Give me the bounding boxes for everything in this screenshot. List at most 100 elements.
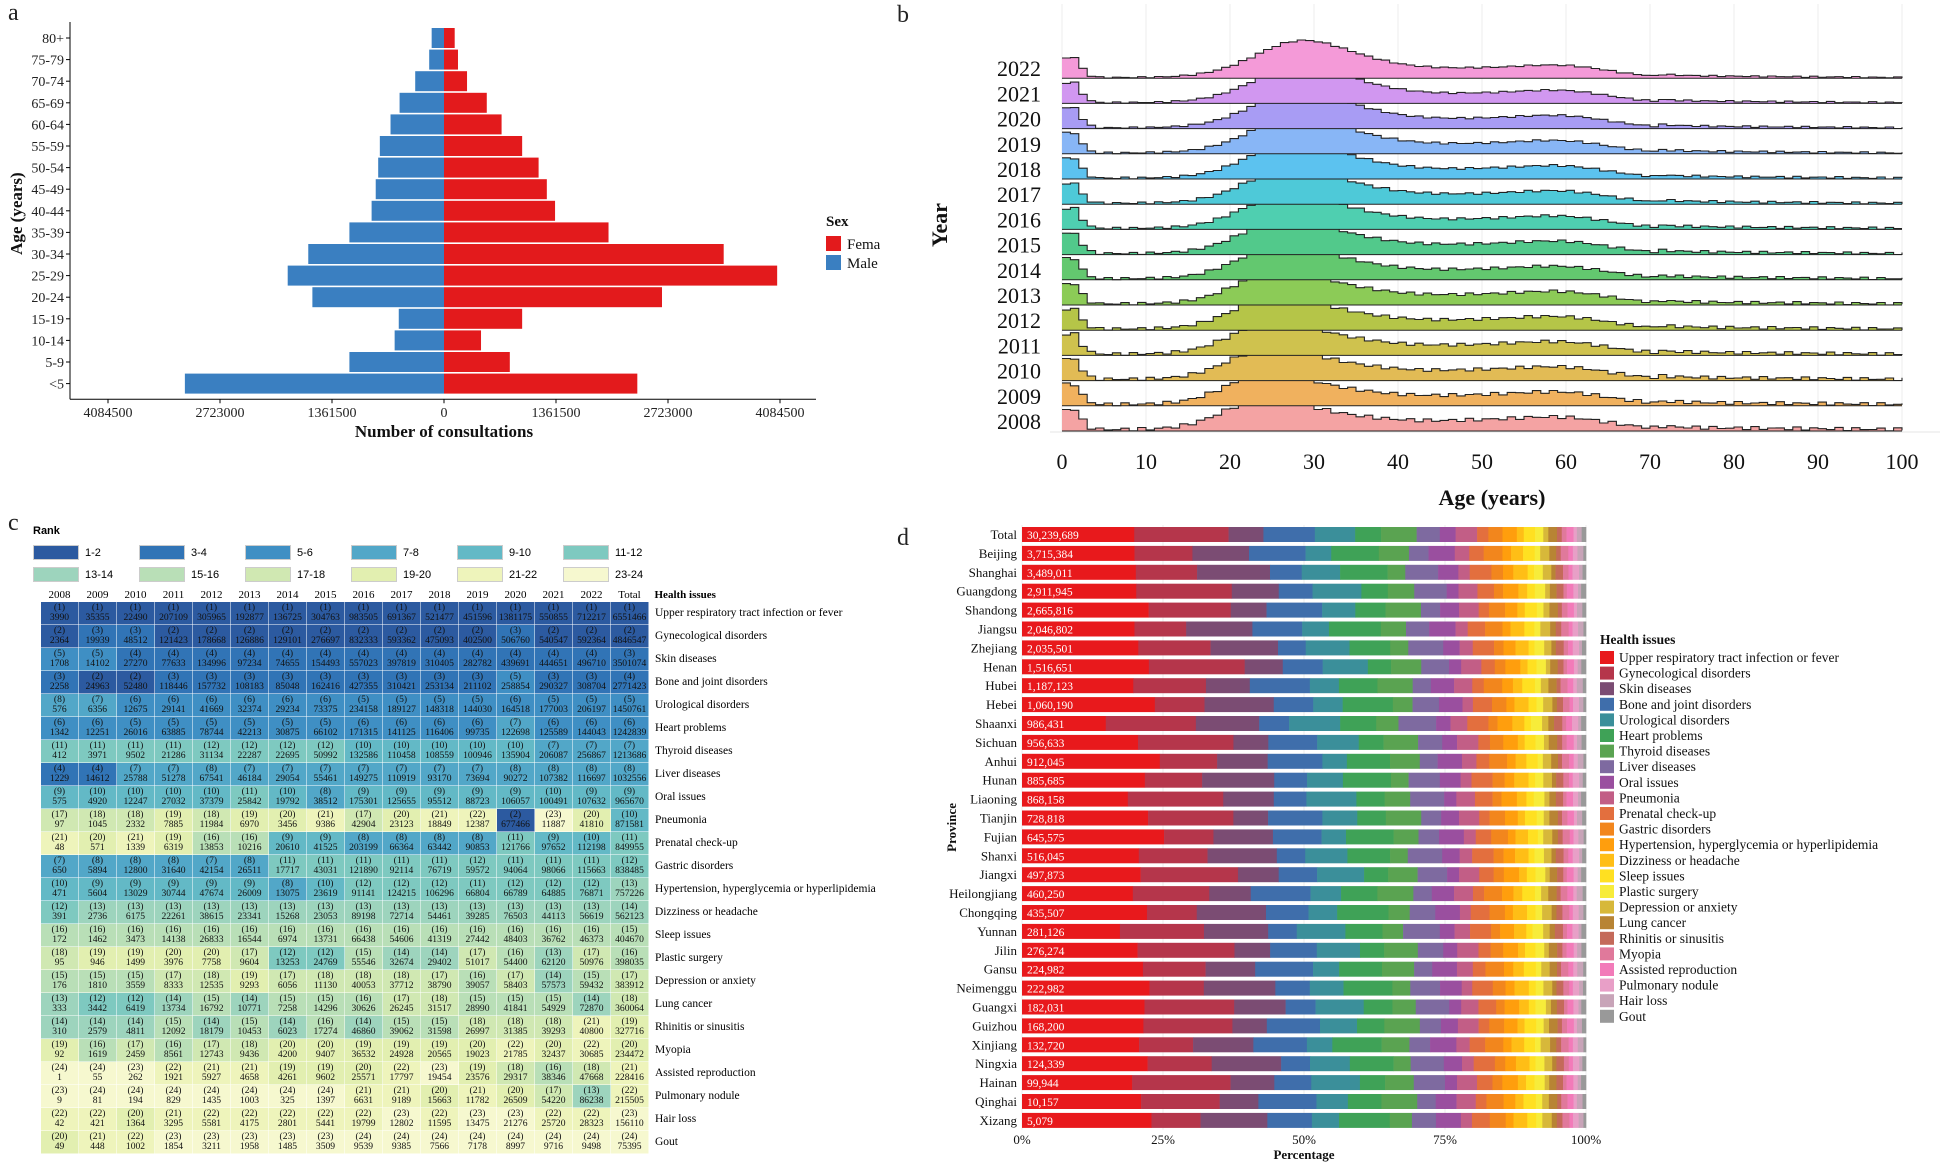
stack-segment-Henan: [1563, 659, 1568, 675]
female-bar-50-54: [444, 157, 539, 178]
heatmap-cell: (8) 31640: [154, 854, 193, 878]
heatmap-cell: (15) 176: [40, 969, 79, 993]
ridge-line-2016: [1062, 193, 1902, 230]
stack-segment-Guangxi: [1567, 999, 1574, 1015]
year-label-2017: 2017: [997, 182, 1041, 207]
heatmap-cell: (7) 29054: [268, 762, 307, 786]
ridge-line-2021: [1062, 64, 1903, 104]
heatmap-cell: (9) 47674: [192, 877, 231, 901]
stack-segment-Shandong: [1385, 602, 1422, 618]
stack-segment-Qinghai: [1258, 1094, 1317, 1109]
heatmap-cell: (24) 1: [40, 1061, 79, 1085]
stack-segment-Guizhou: [1561, 1018, 1568, 1034]
heatmap-cell: (2) 402500: [458, 624, 497, 648]
heatmap-cell: (1) 983505: [344, 601, 383, 625]
stack-segment-Chongqing: [1196, 905, 1267, 920]
stack-segment-Qinghai: [1573, 1094, 1578, 1109]
province-total-label: 3,489,011: [1027, 568, 1073, 580]
stack-segment-Total: [1523, 527, 1536, 542]
heatmap-cell: (19) 327716: [610, 1015, 649, 1039]
stack-segment-Jiangsu: [1406, 621, 1430, 637]
stack-segment-Xizang: [1489, 1112, 1506, 1128]
stack-segment-Gansu: [1205, 961, 1256, 977]
stack-segment-Ningxia: [1443, 1056, 1463, 1072]
heatmap-cell: (15) 41841: [496, 992, 535, 1016]
stack-segment-Total: [1439, 527, 1456, 542]
male-bar-30-34: [308, 244, 444, 264]
heatmap-cell: (24) 75395: [610, 1130, 649, 1154]
stack-segment-Tianjin: [1567, 810, 1575, 826]
heatmap-cell: (23) 3509: [306, 1130, 345, 1154]
heatmap-cell: (2) 475093: [420, 624, 459, 648]
stack-segment-Ningxia: [1393, 1056, 1411, 1072]
stack-segment-Shaanxi: [1467, 716, 1489, 731]
heatmap-cell: (18) 40053: [344, 969, 383, 993]
heatmap-cell: (22) 17797: [382, 1061, 421, 1085]
heatmap-cell: (9) 97652: [534, 831, 573, 855]
province-total-label: 276,274: [1027, 946, 1065, 958]
stack-segment-Sichuan: [1577, 734, 1582, 750]
heatmap-cell: (2) 129101: [268, 624, 307, 648]
province-total-label: 5,079: [1027, 1116, 1053, 1128]
heatmap-cell: (17) 54220: [534, 1084, 573, 1108]
stack-segment-Gansu: [1381, 961, 1415, 977]
stack-segment-Guizhou: [1143, 1018, 1233, 1034]
stack-segment-Liaoning: [1578, 791, 1582, 807]
rank-legend-label: 5-6: [297, 546, 313, 559]
heatmap-issue-label: Upper respiratory tract infection or fev…: [655, 607, 843, 619]
stack-segment-Neimenggu: [1472, 980, 1494, 996]
heatmap-cell: (4) 27270: [116, 647, 155, 671]
heatmap-cell: (15) 28990: [458, 992, 497, 1016]
stack-segment-Tianjin: [1557, 810, 1563, 826]
stack-segment-Tianjin: [1268, 810, 1323, 826]
heatmap-issue-label: Myopia: [655, 1044, 691, 1056]
heatmap-cell: (7) 55461: [306, 762, 345, 786]
heatmap-cell: (11) 21286: [154, 739, 193, 763]
heatmap-cell: (13) 54461: [420, 900, 459, 924]
panel-label-b: b: [897, 2, 909, 28]
rank-legend-label: 23-24: [615, 568, 644, 581]
heatmap-row: (7) 650 (8) 5894 (8) 12800 (8) 31640 (7) 42154 (8)…: [40, 854, 878, 878]
stack-segment-Chongqing: [1556, 905, 1563, 920]
heatmap-cell: (13) 23341: [230, 900, 269, 924]
heatmap-cell: (13) 757226: [610, 877, 649, 901]
stack-segment-Henan: [1545, 659, 1551, 675]
heatmap-cell: (7) 149275: [344, 762, 383, 786]
heatmap-cell: (6) 29234: [268, 693, 307, 717]
heatmap-cell: (3) 290327: [534, 670, 573, 694]
province-label: Qinghai: [975, 1094, 1017, 1109]
stack-segment-Zhejiang: [1555, 640, 1564, 656]
stack-segment-Shanxi: [1493, 848, 1504, 864]
stack-segment-Yunnan: [1022, 923, 1121, 939]
stack-segment-Total: [1561, 527, 1567, 542]
stack-segment-Hainan: [1502, 1075, 1519, 1091]
heatmap-cell: (15) 31598: [420, 1015, 459, 1039]
male-bar-45-49: [375, 179, 444, 200]
stack-segment-Gansu: [1432, 961, 1458, 977]
stack-segment-Heilongjiang: [1582, 886, 1587, 902]
stack-segment-Gansu: [1561, 961, 1569, 977]
female-bar-55-59: [444, 136, 523, 156]
stack-segment-Hubei: [1249, 678, 1311, 694]
stack-segment-Anhui: [1476, 753, 1490, 769]
heatmap-cell: (15) 404670: [610, 923, 649, 947]
female-bar-80+: [444, 28, 455, 48]
stack-segment-Guizhou: [1319, 1018, 1358, 1034]
heatmap-cell: (20) 7758: [192, 946, 231, 970]
stack-segment-Fujian: [1507, 829, 1516, 845]
heatmap-cell: (6) 164518: [496, 693, 535, 717]
stack-segment-Guangdong: [1518, 583, 1528, 599]
stack-segment-Heilongjiang: [1413, 886, 1433, 902]
health-legend-swatch: [1600, 666, 1614, 680]
heatmap-cell: (19) 92: [40, 1038, 79, 1062]
province-total-label: 222,982: [1027, 984, 1065, 996]
stack-segment-Xizang: [1389, 1112, 1413, 1128]
heatmap-cell: (7) 206087: [534, 739, 573, 763]
year-label-2019: 2019: [997, 132, 1041, 157]
stack-segment-Hebei: [1569, 697, 1574, 713]
stack-segment-Ningxia: [1544, 1056, 1553, 1072]
stack-segment-Tianjin: [1385, 810, 1422, 826]
rank-legend-label: 19-20: [403, 568, 432, 581]
heatmap-cell: (21) 9189: [382, 1084, 421, 1108]
stack-segment-Shandong: [1440, 602, 1460, 618]
